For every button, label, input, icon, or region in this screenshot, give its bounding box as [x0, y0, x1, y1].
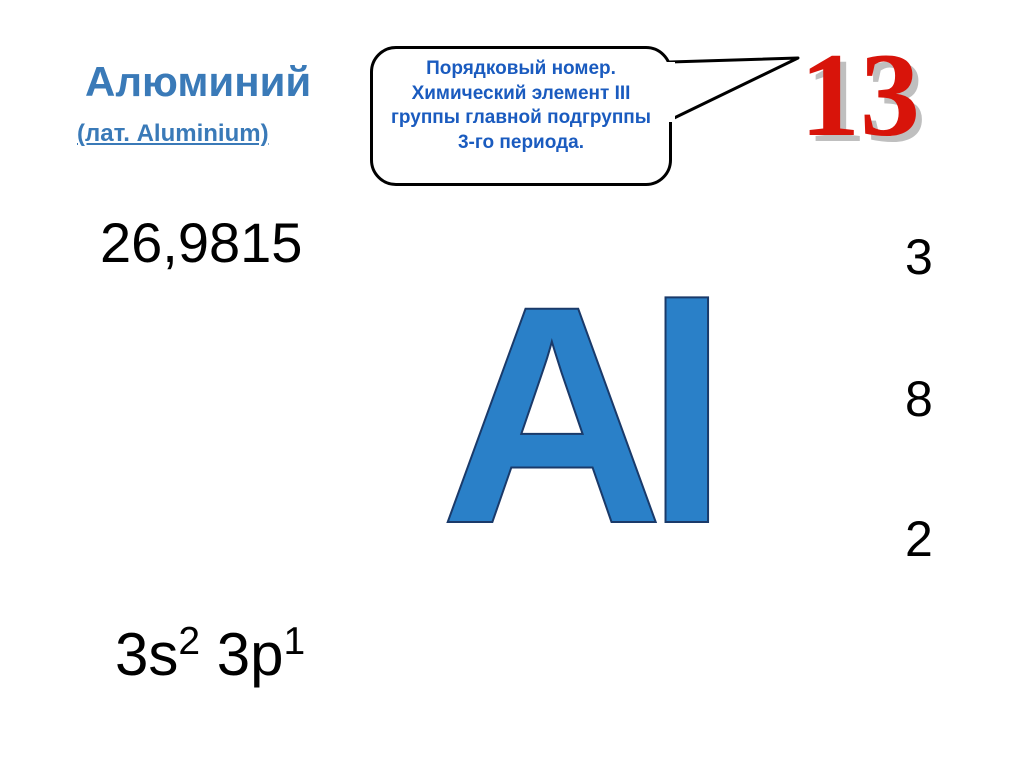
- config-part-1-base: 3s: [115, 621, 178, 688]
- element-title: Алюминий: [85, 58, 311, 106]
- config-part-2-sup: 1: [284, 620, 306, 663]
- element-symbol: Al: [440, 260, 710, 570]
- electron-shell-2: 8: [905, 370, 933, 428]
- description-bubble: Порядковый номер. Химический элемент III…: [370, 46, 672, 186]
- atomic-number-fg: 13: [800, 28, 920, 161]
- atomic-mass: 26,9815: [100, 210, 302, 275]
- atomic-number: 13 13: [800, 35, 920, 155]
- electron-shell-3: 2: [905, 510, 933, 568]
- speech-bubble-tail-icon: [668, 50, 818, 130]
- bubble-tail-join: [665, 62, 675, 122]
- electron-configuration: 3s2 3p1: [115, 620, 305, 689]
- config-part-1-sup: 2: [178, 620, 200, 663]
- element-latin-name: (лат. Aluminium): [77, 120, 269, 148]
- electron-shell-1: 3: [905, 228, 933, 286]
- config-part-2-base: 3p: [200, 621, 283, 688]
